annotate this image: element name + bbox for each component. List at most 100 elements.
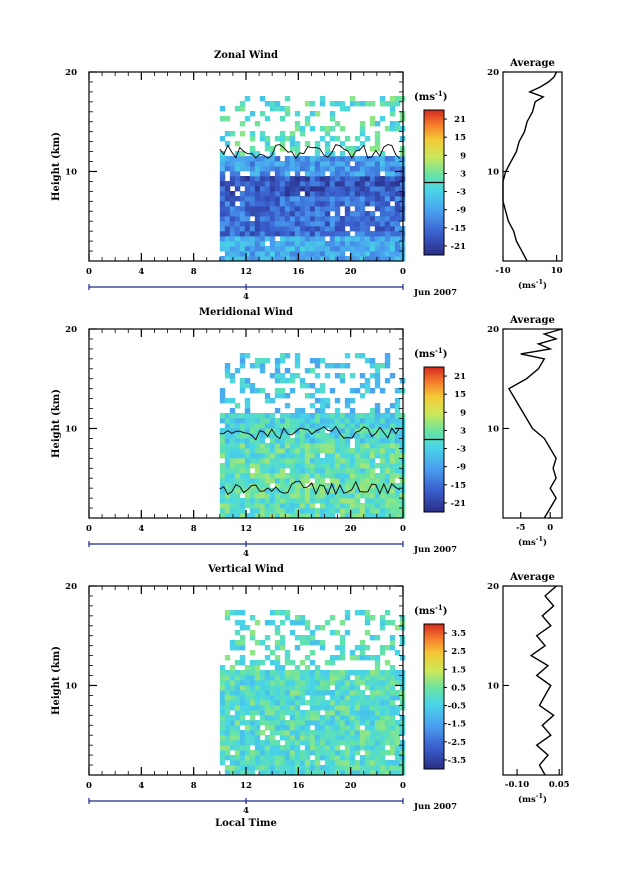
heatmap-cell — [339, 710, 346, 716]
heatmap-cell — [309, 251, 316, 257]
heatmap-cell — [374, 156, 381, 162]
heatmap-cell — [369, 503, 376, 509]
heatmap-cell — [224, 141, 231, 147]
heatmap-cell — [324, 231, 331, 237]
heatmap-cell — [369, 408, 376, 414]
heatmap-cell — [224, 236, 231, 242]
heatmap-cell — [224, 418, 231, 424]
heatmap-cell — [349, 735, 356, 741]
heatmap-cell — [249, 171, 256, 177]
heatmap-cell — [319, 715, 326, 721]
heatmap-cell — [269, 418, 276, 424]
heatmap-cell — [339, 690, 346, 696]
heatmap-cell — [299, 458, 306, 464]
colorbar-tick-label: 15 — [454, 390, 466, 400]
colorbar-tick-label: -1.5 — [448, 720, 466, 730]
heatmap-cell — [369, 670, 376, 676]
heatmap-cell — [304, 438, 311, 444]
heatmap-cell — [324, 151, 331, 157]
heatmap-cell — [309, 715, 316, 721]
heatmap-cell — [249, 750, 256, 756]
heatmap-cell — [349, 760, 356, 766]
profile-x-label-exp: -1 — [536, 278, 543, 286]
heatmap-cell — [339, 448, 346, 454]
heatmap-cells — [219, 610, 406, 776]
heatmap-cell — [279, 393, 286, 399]
heatmap-cell — [394, 241, 401, 247]
heatmap-cell — [359, 610, 366, 616]
heatmap-cell — [329, 126, 336, 132]
heatmap-cell — [319, 101, 326, 107]
heatmap-cell — [284, 171, 291, 177]
heatmap-cell — [339, 473, 346, 479]
heatmap-cell — [299, 685, 306, 691]
heatmap-cell — [309, 438, 316, 444]
heatmap-cell — [394, 226, 401, 232]
heatmap-cell — [259, 196, 266, 202]
heatmap-cell — [354, 191, 361, 197]
heatmap-cell — [339, 443, 346, 449]
heatmap-cell — [344, 680, 351, 686]
heatmap-cell — [319, 166, 326, 172]
heatmap-cell — [384, 251, 391, 257]
heatmap-cell — [344, 685, 351, 691]
heatmap-cell — [314, 625, 321, 631]
heatmap-cell — [239, 448, 246, 454]
heatmap-cell — [334, 363, 341, 369]
heatmap-cell — [344, 468, 351, 474]
heatmap-cell — [224, 131, 231, 137]
heatmap-cell — [234, 423, 241, 429]
heatmap-cell — [259, 156, 266, 162]
heatmap-cell — [244, 211, 251, 217]
heatmap-cell — [289, 166, 296, 172]
heatmap-cell — [264, 201, 271, 207]
heatmap-cell — [254, 463, 261, 469]
heatmap-cell — [274, 256, 281, 262]
heatmap-cell — [254, 478, 261, 484]
heatmap-cell — [314, 750, 321, 756]
heatmap-cell — [219, 720, 226, 726]
heatmap-cell — [239, 710, 246, 716]
heatmap-cell — [269, 221, 276, 227]
heatmap-cell — [309, 111, 316, 117]
heatmap-cell — [349, 176, 356, 182]
heatmap-cell — [239, 241, 246, 247]
heatmap-cell — [374, 433, 381, 439]
heatmap-cell — [259, 363, 266, 369]
heatmap-cell — [279, 373, 286, 379]
heatmap-cell — [279, 221, 286, 227]
heatmap-cell — [334, 675, 341, 681]
heatmap-cell — [279, 161, 286, 167]
heatmap-cell — [264, 498, 271, 504]
heatmap-cell — [304, 735, 311, 741]
heatmap-cell — [319, 740, 326, 746]
heatmap-cell — [344, 428, 351, 434]
heatmap-cell — [279, 745, 286, 751]
heatmap-cell — [229, 378, 236, 384]
heatmap-cell — [239, 755, 246, 761]
heatmap-cell — [304, 740, 311, 746]
heatmap-cell — [294, 468, 301, 474]
x-tick-label: 8 — [191, 781, 197, 791]
heatmap-cell — [274, 226, 281, 232]
heatmap-cell — [319, 513, 326, 519]
heatmap-cell — [354, 730, 361, 736]
heatmap-cell — [394, 201, 401, 207]
heatmap-cell — [359, 201, 366, 207]
heatmap-cell — [304, 730, 311, 736]
heatmap-cell — [279, 770, 286, 776]
heatmap-cell — [359, 418, 366, 424]
heatmap-cell — [249, 710, 256, 716]
heatmap-cell — [384, 156, 391, 162]
heatmap-cell — [344, 725, 351, 731]
heatmap-cell — [369, 201, 376, 207]
heatmap-cell — [289, 378, 296, 384]
heatmap-cell — [359, 483, 366, 489]
heatmap-cell — [299, 735, 306, 741]
heatmap-cell — [394, 161, 401, 167]
heatmap-cell — [239, 378, 246, 384]
heatmap-cell — [304, 241, 311, 247]
heatmap-cell — [234, 246, 241, 252]
heatmap-cell — [384, 256, 391, 262]
heatmap-cell — [394, 418, 401, 424]
